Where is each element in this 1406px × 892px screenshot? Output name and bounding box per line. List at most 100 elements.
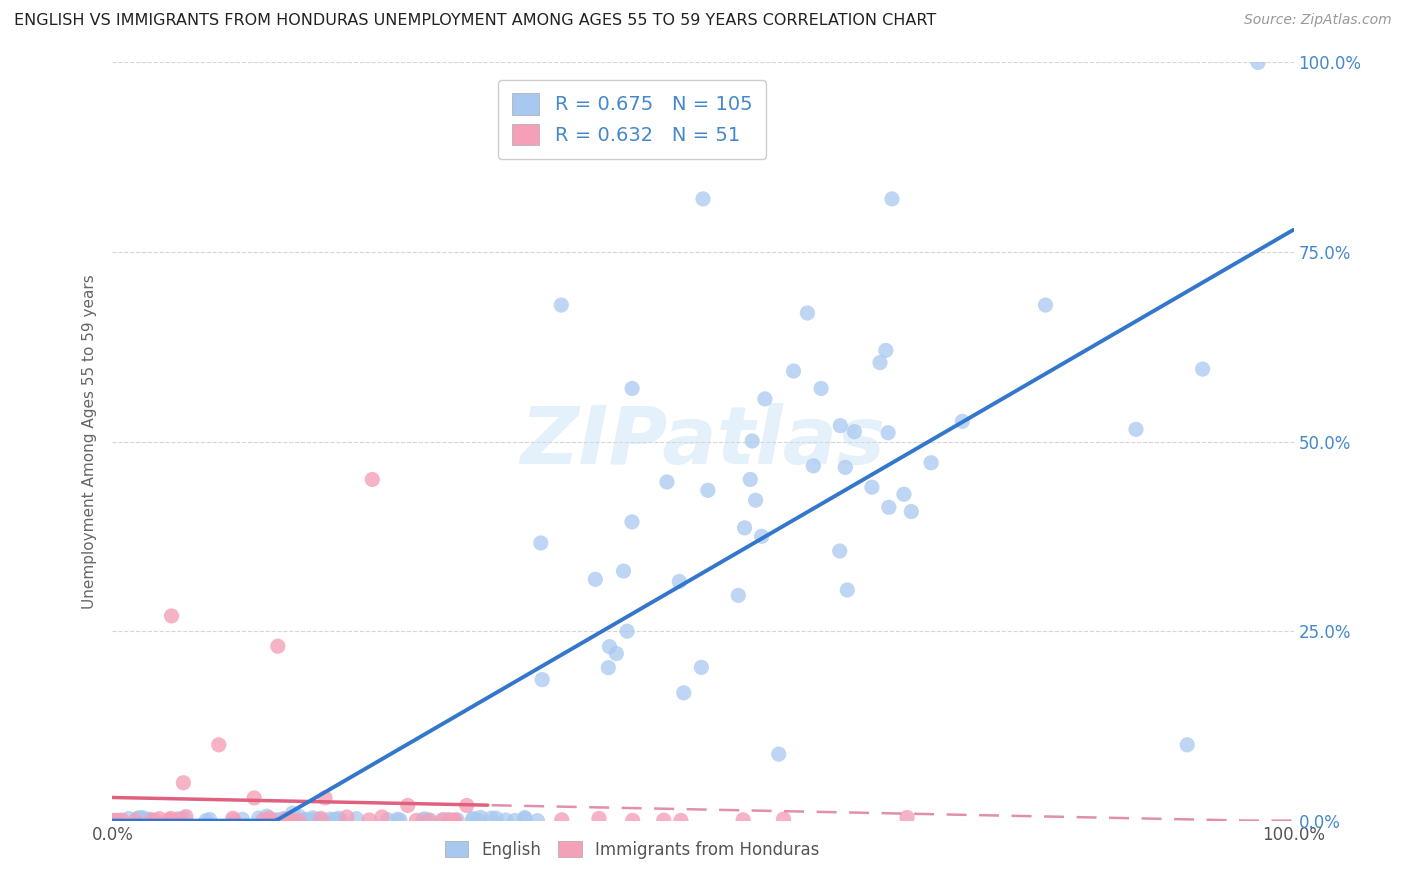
Point xyxy=(513,811,536,825)
Point xyxy=(269,813,291,827)
Point xyxy=(288,809,311,823)
Point xyxy=(621,814,644,828)
Point xyxy=(1125,422,1147,436)
Point xyxy=(160,608,183,623)
Point xyxy=(605,647,627,661)
Point xyxy=(325,813,347,827)
Point xyxy=(668,574,690,589)
Point xyxy=(950,414,973,428)
Text: ZIPatlas: ZIPatlas xyxy=(520,402,886,481)
Point xyxy=(437,813,460,827)
Point xyxy=(222,813,245,827)
Point xyxy=(302,813,325,827)
Point xyxy=(734,521,756,535)
Point xyxy=(669,814,692,828)
Point xyxy=(620,515,643,529)
Point xyxy=(294,813,316,827)
Point xyxy=(551,813,574,827)
Point xyxy=(696,483,718,498)
Point xyxy=(330,814,353,828)
Point xyxy=(456,798,478,813)
Point xyxy=(503,814,526,828)
Point xyxy=(117,812,139,826)
Point xyxy=(167,812,190,826)
Point xyxy=(430,813,453,827)
Point xyxy=(530,536,553,550)
Point xyxy=(485,811,508,825)
Point xyxy=(319,812,342,826)
Point xyxy=(165,813,187,827)
Point xyxy=(616,624,638,639)
Point xyxy=(690,660,713,674)
Point xyxy=(461,813,484,827)
Point xyxy=(754,392,776,406)
Point xyxy=(433,813,456,827)
Point xyxy=(256,809,278,823)
Point xyxy=(260,814,283,828)
Point xyxy=(162,814,184,828)
Point xyxy=(741,434,763,448)
Point xyxy=(314,791,336,805)
Point xyxy=(301,811,323,825)
Point xyxy=(157,813,180,827)
Point xyxy=(111,813,134,827)
Point xyxy=(388,813,411,827)
Point xyxy=(1175,738,1198,752)
Point xyxy=(280,813,302,827)
Point xyxy=(273,812,295,826)
Point xyxy=(143,814,166,828)
Point xyxy=(195,814,218,828)
Point xyxy=(727,588,749,602)
Point xyxy=(920,456,942,470)
Point xyxy=(598,640,620,654)
Point xyxy=(172,776,194,790)
Point xyxy=(322,813,344,827)
Point xyxy=(359,813,381,827)
Point xyxy=(405,814,427,828)
Point xyxy=(834,460,856,475)
Point xyxy=(655,475,678,489)
Point xyxy=(336,810,359,824)
Point xyxy=(208,738,231,752)
Point xyxy=(273,814,295,828)
Point xyxy=(252,813,274,827)
Point xyxy=(443,814,465,828)
Point xyxy=(131,811,153,825)
Point xyxy=(328,811,350,825)
Point xyxy=(308,812,330,826)
Point xyxy=(159,811,181,825)
Point xyxy=(526,814,548,828)
Point xyxy=(877,500,900,515)
Point xyxy=(860,480,883,494)
Point xyxy=(513,812,536,826)
Point xyxy=(598,660,620,674)
Point xyxy=(127,812,149,826)
Point xyxy=(128,811,150,825)
Point xyxy=(479,811,502,825)
Point xyxy=(273,813,295,827)
Point xyxy=(174,809,197,823)
Point xyxy=(247,811,270,825)
Point xyxy=(294,813,316,827)
Point xyxy=(550,298,572,312)
Point xyxy=(463,812,485,826)
Point xyxy=(309,812,332,826)
Point xyxy=(440,814,463,828)
Point xyxy=(173,811,195,825)
Point xyxy=(796,306,818,320)
Point xyxy=(371,810,394,824)
Point xyxy=(869,355,891,369)
Point xyxy=(418,814,440,828)
Point xyxy=(267,639,290,653)
Point xyxy=(744,493,766,508)
Point xyxy=(281,806,304,821)
Point xyxy=(900,504,922,518)
Point xyxy=(231,813,253,827)
Text: ENGLISH VS IMMIGRANTS FROM HONDURAS UNEMPLOYMENT AMONG AGES 55 TO 59 YEARS CORRE: ENGLISH VS IMMIGRANTS FROM HONDURAS UNEM… xyxy=(14,13,936,29)
Point xyxy=(880,192,903,206)
Point xyxy=(444,813,467,827)
Point xyxy=(875,343,897,358)
Point xyxy=(1247,55,1270,70)
Point xyxy=(877,425,900,440)
Point xyxy=(413,812,436,826)
